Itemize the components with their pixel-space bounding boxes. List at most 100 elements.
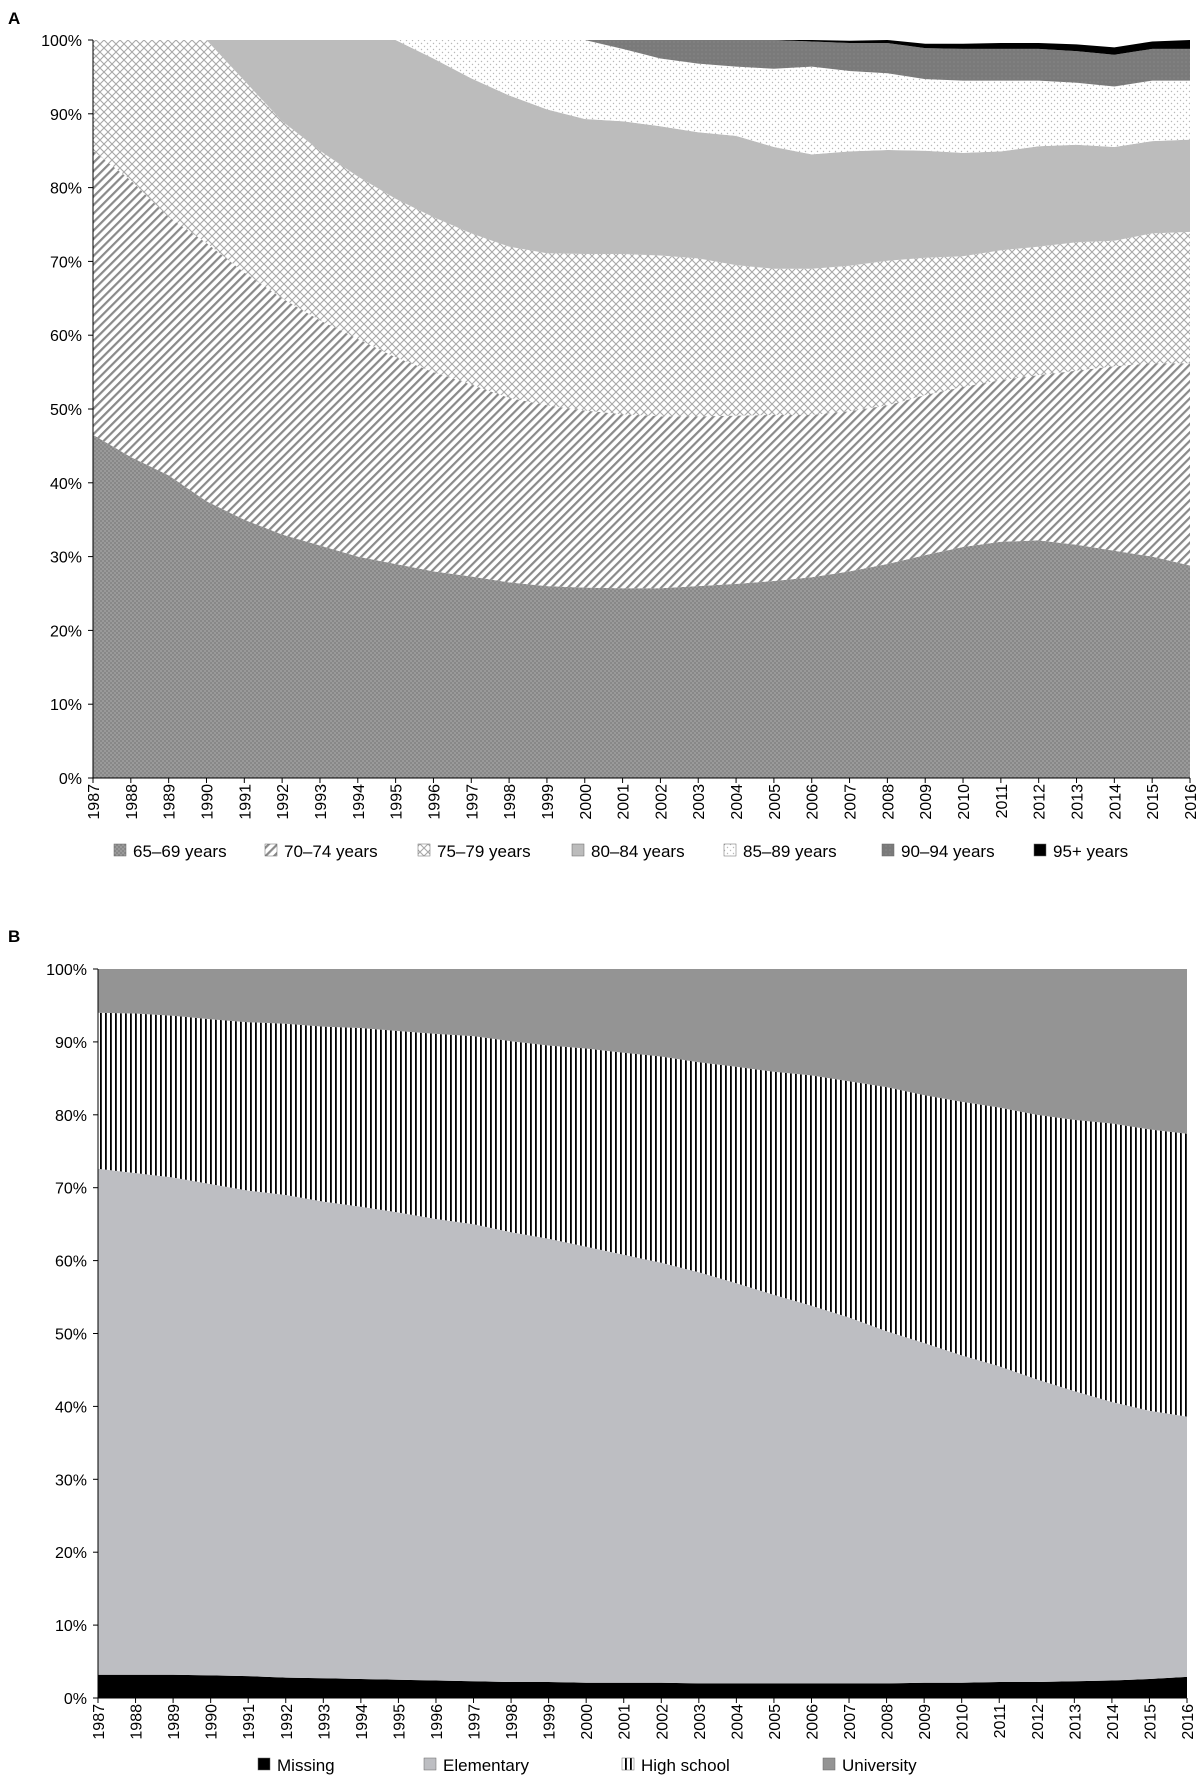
y-tick-label: 70% xyxy=(50,254,82,271)
panel-b-x-axis: 1987 1988 1989 1990 1991 1992 1993 1994 1995 1996… xyxy=(91,1698,1197,1740)
legend-swatch xyxy=(1034,844,1046,856)
x-tick-label: 2005 xyxy=(767,784,784,820)
x-tick-label: 2008 xyxy=(880,784,897,820)
panel-label-a: A xyxy=(8,9,20,28)
x-tick-label: 1993 xyxy=(316,1704,333,1740)
legend-swatch xyxy=(418,844,430,856)
y-tick-label: 90% xyxy=(50,107,82,124)
panel-b: B 0% 10% 20% 30% 40% 50% 60% 70% 80% 90% 100% 1987… xyxy=(8,927,1197,1775)
legend-label: 75–79 years xyxy=(437,842,531,861)
legend-label: Missing xyxy=(277,1756,335,1775)
x-tick-label: 1987 xyxy=(91,1704,108,1740)
x-tick-label: 1995 xyxy=(391,1704,408,1740)
x-tick-label: 1996 xyxy=(426,784,443,820)
x-tick-label: 1992 xyxy=(275,784,292,820)
x-tick-label: 1997 xyxy=(467,1704,484,1740)
x-tick-label: 1998 xyxy=(504,1704,521,1740)
y-tick-label: 0% xyxy=(59,771,82,788)
x-tick-label: 1999 xyxy=(542,1704,559,1740)
y-tick-label: 30% xyxy=(50,550,82,567)
panel-a-areas xyxy=(93,40,1190,778)
x-tick-label: 2003 xyxy=(691,784,708,820)
y-tick-label: 40% xyxy=(55,1399,87,1416)
y-tick-label: 70% xyxy=(55,1181,87,1198)
x-tick-label: 2005 xyxy=(767,1704,784,1740)
legend-label: 80–84 years xyxy=(591,842,685,861)
x-tick-label: 1992 xyxy=(279,1704,296,1740)
y-tick-label: 50% xyxy=(50,402,82,419)
y-tick-label: 100% xyxy=(46,962,87,979)
y-tick-label: 100% xyxy=(41,33,82,50)
y-tick-label: 20% xyxy=(55,1545,87,1562)
y-tick-label: 80% xyxy=(50,181,82,198)
x-tick-label: 2010 xyxy=(956,784,973,820)
y-tick-label: 50% xyxy=(55,1327,87,1344)
legend-label: 95+ years xyxy=(1053,842,1128,861)
legend-swatch xyxy=(265,844,277,856)
x-tick-label: 1989 xyxy=(166,1704,183,1740)
legend-swatch xyxy=(258,1758,270,1770)
x-tick-label: 2002 xyxy=(653,784,670,820)
x-tick-label: 1999 xyxy=(540,784,557,820)
x-tick-label: 2012 xyxy=(1030,1704,1047,1740)
panel-a: A 0% 10% 20% 30% 40% 50% 60% 70% 80% 90% 100% 1987… xyxy=(8,9,1199,861)
y-tick-label: 60% xyxy=(50,328,82,345)
y-tick-label: 10% xyxy=(50,697,82,714)
legend-swatch xyxy=(114,844,126,856)
x-tick-label: 2011 xyxy=(992,1704,1009,1739)
x-tick-label: 1998 xyxy=(502,784,519,820)
panel-b-legend: Missing Elementary High school University xyxy=(258,1756,917,1775)
x-tick-label: 2010 xyxy=(955,1704,972,1740)
x-tick-label: 2016 xyxy=(1180,1704,1197,1740)
x-tick-label: 2006 xyxy=(805,784,822,820)
y-tick-label: 60% xyxy=(55,1254,87,1271)
panel-a-x-axis: 1987 1988 1989 1990 1991 1992 1993 1994 1995 1996… xyxy=(86,778,1199,820)
legend-label: Elementary xyxy=(443,1756,529,1775)
x-tick-label: 2006 xyxy=(805,1704,822,1740)
x-tick-label: 2013 xyxy=(1067,1704,1084,1740)
legend-label: 65–69 years xyxy=(133,842,227,861)
panel-b-areas xyxy=(98,969,1187,1698)
x-tick-label: 2001 xyxy=(617,1704,634,1740)
x-tick-label: 1990 xyxy=(204,1704,221,1740)
x-tick-label: 1991 xyxy=(241,1704,258,1740)
x-tick-label: 2000 xyxy=(579,1704,596,1740)
x-tick-label: 1988 xyxy=(124,784,141,820)
x-tick-label: 1993 xyxy=(313,784,330,820)
x-tick-label: 1994 xyxy=(354,1704,371,1740)
x-tick-label: 2009 xyxy=(918,784,935,820)
panel-label-b: B xyxy=(8,927,20,946)
x-tick-label: 2003 xyxy=(692,1704,709,1740)
x-tick-label: 1988 xyxy=(129,1704,146,1740)
x-tick-label: 1997 xyxy=(464,784,481,820)
y-tick-label: 80% xyxy=(55,1108,87,1125)
x-tick-label: 2008 xyxy=(880,1704,897,1740)
x-tick-label: 2009 xyxy=(917,1704,934,1740)
legend-label: 70–74 years xyxy=(284,842,378,861)
x-tick-label: 2013 xyxy=(1070,784,1087,820)
x-tick-label: 2007 xyxy=(843,784,860,820)
panel-a-legend: 65–69 years 70–74 years 75–79 years 80–84 y… xyxy=(114,842,1128,861)
legend-label: University xyxy=(842,1756,917,1775)
legend-label: 85–89 years xyxy=(743,842,837,861)
x-tick-label: 2016 xyxy=(1183,784,1199,820)
x-tick-label: 2007 xyxy=(842,1704,859,1740)
legend-label: 90–94 years xyxy=(901,842,995,861)
panel-b-y-axis: 0%10%20%30%40%50%60%70%80%90%100% xyxy=(46,962,98,1708)
legend-swatch xyxy=(572,844,584,856)
y-tick-label: 0% xyxy=(64,1691,87,1708)
x-tick-label: 2012 xyxy=(1032,784,1049,820)
y-tick-label: 20% xyxy=(50,623,82,640)
x-tick-label: 1987 xyxy=(86,784,103,820)
x-tick-label: 2015 xyxy=(1142,1704,1159,1740)
x-tick-label: 1994 xyxy=(351,784,368,820)
x-tick-label: 1990 xyxy=(200,784,217,820)
panel-a-y-axis: 0% 10% 20% 30% 40% 50% 60% 70% 80% 90% 100% xyxy=(41,33,93,788)
x-tick-label: 1991 xyxy=(237,784,254,820)
x-tick-label: 1989 xyxy=(162,784,179,820)
y-tick-label: 30% xyxy=(55,1472,87,1489)
legend-swatch xyxy=(882,844,894,856)
legend-label: High school xyxy=(641,1756,730,1775)
x-tick-label: 2004 xyxy=(729,784,746,820)
